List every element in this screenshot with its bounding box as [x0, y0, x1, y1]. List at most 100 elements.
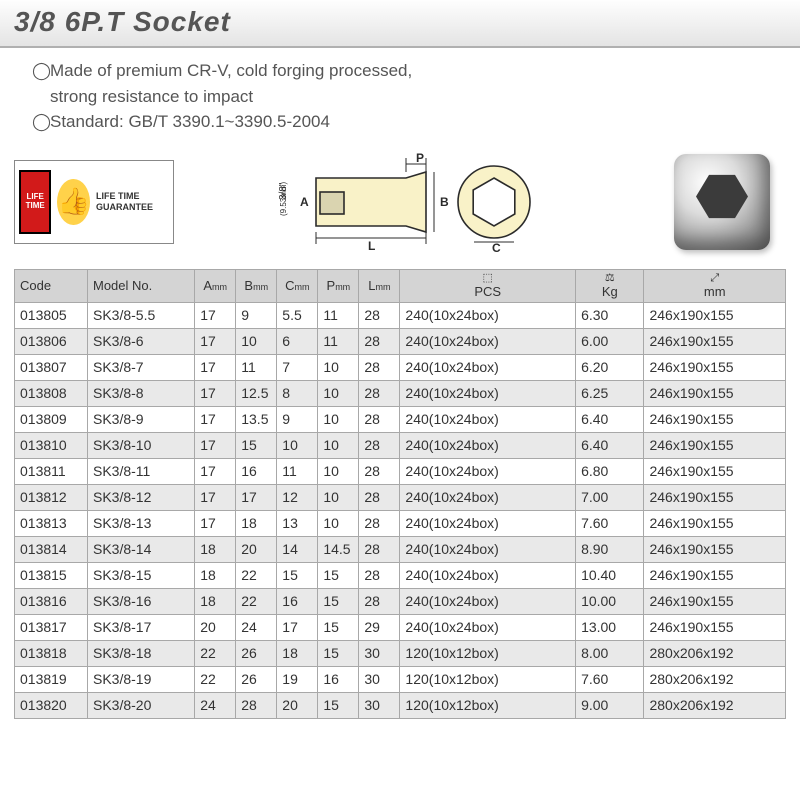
dim-a-label: A — [300, 195, 309, 209]
cell-b: 24 — [236, 614, 277, 640]
cell-pcs: 240(10x24box) — [400, 458, 576, 484]
cell-c: 12 — [277, 484, 318, 510]
cell-l: 28 — [359, 510, 400, 536]
cell-c: 14 — [277, 536, 318, 562]
col-kg: ⚖Kg — [576, 269, 644, 302]
cell-mm: 246x190x155 — [644, 328, 786, 354]
desc-line-3: Standard: GB/T 3390.1~3390.5-2004 — [50, 109, 330, 135]
col-pcs: ⬚PCS — [400, 269, 576, 302]
cell-model: SK3/8-16 — [87, 588, 194, 614]
cell-l: 30 — [359, 666, 400, 692]
cell-kg: 6.40 — [576, 432, 644, 458]
col-p: Pmm — [318, 269, 359, 302]
dim-b-label: B — [440, 195, 449, 209]
cell-l: 30 — [359, 640, 400, 666]
table-row: 013807SK3/8-7171171028240(10x24box)6.202… — [15, 354, 786, 380]
bullet-icon: ◯ — [32, 58, 50, 84]
cell-pcs: 240(10x24box) — [400, 562, 576, 588]
cell-code: 013819 — [15, 666, 88, 692]
cell-model: SK3/8-9 — [87, 406, 194, 432]
cell-code: 013805 — [15, 302, 88, 328]
desc-line-2: strong resistance to impact — [50, 84, 253, 110]
cell-model: SK3/8-15 — [87, 562, 194, 588]
cell-kg: 6.25 — [576, 380, 644, 406]
cell-mm: 246x190x155 — [644, 614, 786, 640]
cell-p: 10 — [318, 354, 359, 380]
col-l: Lmm — [359, 269, 400, 302]
cell-c: 15 — [277, 562, 318, 588]
table-header: Code Model No. Amm Bmm Cmm Pmm Lmm ⬚PCS … — [15, 269, 786, 302]
drive-mm: (9.53mm) — [279, 181, 288, 216]
cell-p: 10 — [318, 432, 359, 458]
table-row: 013815SK3/8-151822151528240(10x24box)10.… — [15, 562, 786, 588]
cell-l: 30 — [359, 692, 400, 718]
cell-kg: 8.90 — [576, 536, 644, 562]
cell-a: 24 — [195, 692, 236, 718]
cell-model: SK3/8-6 — [87, 328, 194, 354]
cell-c: 20 — [277, 692, 318, 718]
col-model: Model No. — [87, 269, 194, 302]
cell-model: SK3/8-13 — [87, 510, 194, 536]
cell-a: 18 — [195, 588, 236, 614]
cell-pcs: 240(10x24box) — [400, 354, 576, 380]
cell-kg: 7.60 — [576, 510, 644, 536]
cell-mm: 246x190x155 — [644, 354, 786, 380]
cell-p: 10 — [318, 458, 359, 484]
cell-p: 11 — [318, 302, 359, 328]
cell-b: 11 — [236, 354, 277, 380]
cell-code: 013809 — [15, 406, 88, 432]
socket-3d-icon — [674, 154, 770, 250]
cell-c: 7 — [277, 354, 318, 380]
cell-c: 16 — [277, 588, 318, 614]
cell-b: 26 — [236, 666, 277, 692]
dim-c-label: C — [492, 241, 501, 255]
cell-p: 10 — [318, 380, 359, 406]
cell-code: 013810 — [15, 432, 88, 458]
table-row: 013814SK3/8-1418201414.528240(10x24box)8… — [15, 536, 786, 562]
product-photo — [658, 143, 786, 261]
col-a: Amm — [195, 269, 236, 302]
cell-mm: 280x206x192 — [644, 692, 786, 718]
cell-p: 15 — [318, 562, 359, 588]
cell-a: 18 — [195, 562, 236, 588]
table-row: 013812SK3/8-121717121028240(10x24box)7.0… — [15, 484, 786, 510]
cell-kg: 7.00 — [576, 484, 644, 510]
cell-a: 20 — [195, 614, 236, 640]
table-row: 013805SK3/8-5.51795.51128240(10x24box)6.… — [15, 302, 786, 328]
table-row: 013810SK3/8-101715101028240(10x24box)6.4… — [15, 432, 786, 458]
cell-p: 11 — [318, 328, 359, 354]
cell-mm: 246x190x155 — [644, 432, 786, 458]
cell-pcs: 240(10x24box) — [400, 614, 576, 640]
cell-l: 28 — [359, 380, 400, 406]
cell-mm: 280x206x192 — [644, 640, 786, 666]
description: ◯ Made of premium CR-V, cold forging pro… — [0, 48, 800, 141]
cell-code: 013814 — [15, 536, 88, 562]
cell-kg: 6.20 — [576, 354, 644, 380]
cell-c: 9 — [277, 406, 318, 432]
cell-code: 013808 — [15, 380, 88, 406]
cell-mm: 246x190x155 — [644, 510, 786, 536]
lifetime-badge-icon: LIFE TIME — [19, 170, 51, 234]
cell-pcs: 120(10x12box) — [400, 692, 576, 718]
col-mm: ⤢mm — [644, 269, 786, 302]
cell-pcs: 120(10x12box) — [400, 640, 576, 666]
cell-pcs: 240(10x24box) — [400, 432, 576, 458]
col-b: Bmm — [236, 269, 277, 302]
cell-b: 12.5 — [236, 380, 277, 406]
cell-a: 18 — [195, 536, 236, 562]
cell-p: 10 — [318, 510, 359, 536]
cell-code: 013807 — [15, 354, 88, 380]
thumbs-up-icon: 👍 — [57, 179, 90, 225]
cell-mm: 246x190x155 — [644, 562, 786, 588]
cell-b: 22 — [236, 562, 277, 588]
table-row: 013809SK3/8-91713.591028240(10x24box)6.4… — [15, 406, 786, 432]
cell-pcs: 240(10x24box) — [400, 536, 576, 562]
cell-model: SK3/8-12 — [87, 484, 194, 510]
spec-table: Code Model No. Amm Bmm Cmm Pmm Lmm ⬚PCS … — [14, 269, 786, 719]
cell-l: 28 — [359, 302, 400, 328]
cell-c: 11 — [277, 458, 318, 484]
table-row: 013813SK3/8-131718131028240(10x24box)7.6… — [15, 510, 786, 536]
cell-model: SK3/8-17 — [87, 614, 194, 640]
cell-l: 28 — [359, 588, 400, 614]
table-row: 013808SK3/8-81712.581028240(10x24box)6.2… — [15, 380, 786, 406]
